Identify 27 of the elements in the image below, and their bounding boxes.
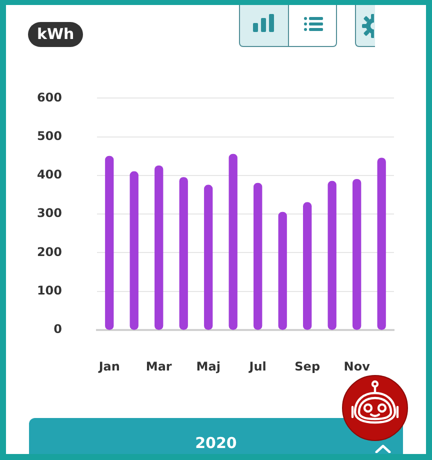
- bar: [303, 202, 312, 330]
- x-tick-label: Maj: [196, 359, 220, 374]
- bar: [179, 177, 188, 330]
- y-tick-label: 200: [36, 244, 62, 259]
- y-tick-label: 300: [36, 206, 62, 220]
- y-tick-label: 500: [36, 128, 62, 143]
- bar: [328, 180, 336, 330]
- x-tick-label: Sep: [294, 359, 320, 374]
- x-tick-label: Jul: [248, 359, 266, 374]
- x-tick-label: Jan: [98, 359, 120, 374]
- bar: [228, 154, 238, 330]
- bar: [377, 158, 386, 330]
- bar: [130, 171, 138, 330]
- bar: [105, 156, 114, 330]
- y-tick-label: 600: [36, 90, 62, 104]
- y-tick-label: 0: [54, 322, 62, 336]
- y-tick-label: 400: [36, 168, 62, 182]
- y-tick-label: 100: [36, 283, 62, 298]
- x-tick-label: Nov: [344, 359, 370, 374]
- bar: [254, 182, 262, 330]
- bar: [204, 184, 213, 330]
- bar: [278, 212, 287, 330]
- bar: [154, 165, 164, 330]
- x-tick-label: Mar: [146, 359, 172, 374]
- bar: [352, 179, 362, 330]
- y-axis-title: kWh: [28, 22, 84, 47]
- year-selector: 2020: [29, 418, 403, 454]
